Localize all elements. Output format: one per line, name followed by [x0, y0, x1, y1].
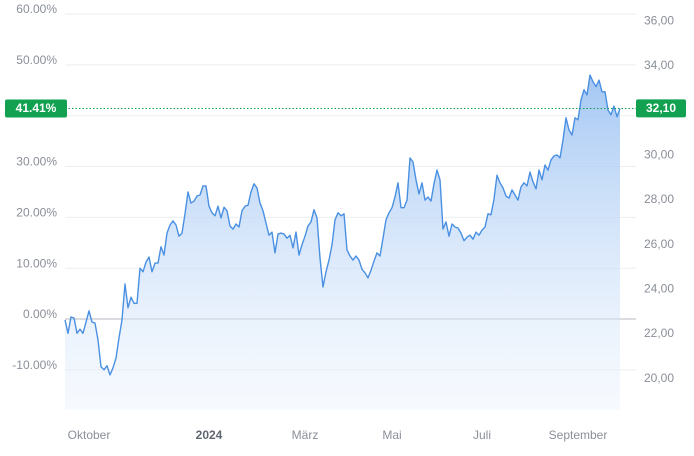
x-tick-label: Mai [382, 428, 401, 442]
price-line [64, 74, 621, 376]
y-tick-label: 60.00% [16, 2, 57, 16]
y2-tick-label: 36,00 [644, 13, 674, 27]
x-tick-label: Oktober [68, 428, 111, 442]
price-badge [636, 99, 686, 118]
y2-tick-label: 30,00 [644, 147, 674, 161]
y2-tick-label: 26,00 [644, 237, 674, 251]
y2-tick-label: 22,00 [644, 326, 674, 340]
percent-badge [5, 99, 67, 118]
y-tick-label: 50.00% [16, 53, 57, 67]
y-tick-label: -10.00% [12, 358, 57, 372]
price-badge-label: 32,10 [646, 101, 676, 115]
y2-tick-label: 28,00 [644, 192, 674, 206]
x-tick-label: März [292, 428, 319, 442]
x-tick-label: September [549, 428, 608, 442]
y2-tick-label: 24,00 [644, 282, 674, 296]
y2-tick-label: 20,00 [644, 371, 674, 385]
area-fill [65, 75, 620, 410]
y-tick-label: 30.00% [16, 155, 57, 169]
x-tick-label: 2024 [196, 428, 223, 442]
percent-badge-label: 41.41% [16, 101, 57, 115]
y-tick-label: 10.00% [16, 256, 57, 270]
y2-tick-label: 34,00 [644, 58, 674, 72]
x-tick-label: Juli [473, 428, 491, 442]
y-tick-label: 0.00% [23, 307, 57, 321]
y-tick-label: 20.00% [16, 206, 57, 220]
